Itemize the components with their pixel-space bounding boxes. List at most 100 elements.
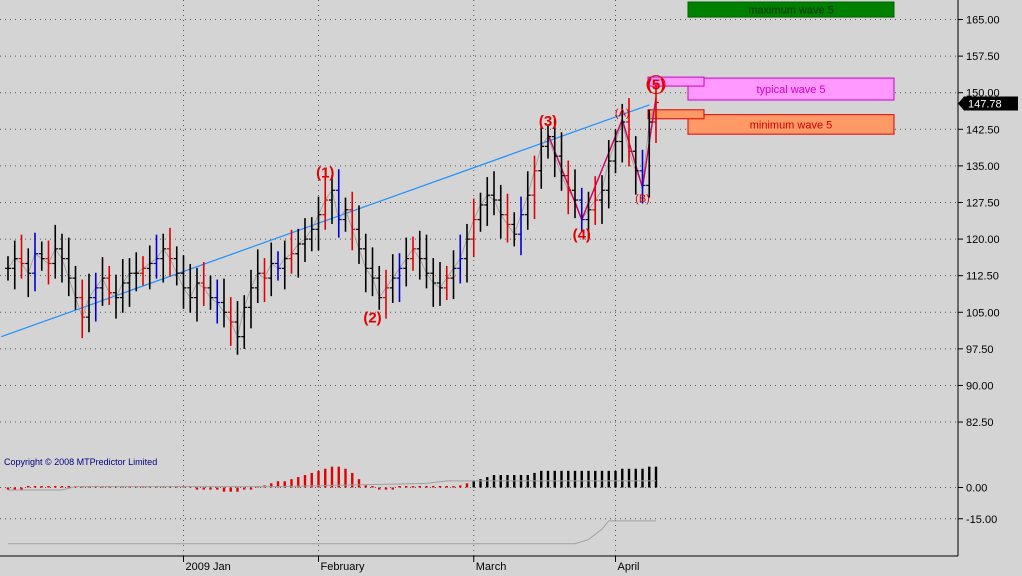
price-bar [214, 279, 221, 324]
price-bar [565, 160, 572, 215]
y-tick-label: -15.00 [966, 514, 997, 526]
indicator-bar [54, 486, 57, 488]
price-bar [383, 269, 389, 319]
price-bar [99, 257, 106, 306]
price-bar [146, 245, 153, 290]
indicator-bar [20, 487, 23, 490]
price-bar [511, 212, 518, 247]
price-bar [308, 217, 315, 252]
indicator-bar [553, 470, 556, 488]
price-bar [531, 155, 538, 220]
indicator-bar [297, 477, 300, 488]
y-tick-label: 97.50 [966, 344, 994, 356]
indicator-bar [600, 470, 604, 488]
price-bar [86, 273, 92, 333]
indicator-bar [479, 479, 482, 488]
price-bar [416, 230, 423, 280]
indicator-bar [445, 486, 448, 488]
indicator-bar [60, 486, 64, 488]
indicator-bar [452, 486, 455, 488]
indicator-bar [486, 477, 489, 488]
price-bar [551, 118, 558, 178]
price-bar [491, 171, 497, 216]
wave-label: (1) [316, 164, 334, 181]
y-tick-label: 82.50 [966, 417, 994, 429]
indicator-bar [290, 479, 293, 488]
copyright-text: Copyright © 2008 MTPredictor Limited [4, 457, 157, 467]
y-tick-label: 120.00 [966, 234, 1000, 246]
price-bar [504, 193, 511, 243]
price-bar [261, 258, 268, 303]
x-tick-label: April [618, 561, 640, 573]
indicator-bar [418, 486, 421, 488]
price-bar [578, 187, 585, 232]
indicator-bar [236, 487, 239, 492]
indicator-bar [209, 487, 212, 490]
indicator-bar [634, 468, 637, 488]
price-bar [65, 237, 72, 297]
target-box-label: maximum wave 5 [748, 5, 834, 17]
indicator-bar [384, 487, 388, 490]
price-bar [518, 196, 524, 256]
price-bar [538, 125, 545, 189]
price-bar [160, 233, 167, 283]
price-bar [173, 246, 180, 286]
price-bar [646, 109, 653, 198]
indicator-bar [560, 470, 563, 488]
price-bar [572, 169, 578, 219]
price-bar [32, 232, 38, 292]
price-bar [443, 265, 450, 301]
indicator-bar [222, 487, 226, 492]
indicator-bar [465, 483, 469, 488]
price-bar [281, 240, 288, 290]
price-bar [612, 129, 619, 174]
price-bar [254, 249, 261, 303]
price-bar [227, 297, 234, 346]
indicator-bar [405, 486, 408, 488]
price-bar [369, 247, 376, 297]
price-bar [167, 227, 173, 277]
price-bar [315, 196, 322, 251]
price-bar [632, 136, 639, 195]
target-box-label: typical wave 5 [756, 84, 825, 96]
wave-label: (5) [647, 77, 665, 94]
price-bar [423, 234, 430, 289]
y-tick-label: 135.00 [966, 161, 1000, 173]
price-bar [329, 175, 335, 224]
price-bar [626, 98, 632, 167]
price-bar [113, 274, 119, 319]
indicator-bar [567, 470, 570, 488]
indicator-bar [276, 481, 280, 488]
y-tick-label: 112.50 [966, 271, 999, 283]
indicator-bar [573, 470, 577, 488]
last-price-label: 147.78 [968, 99, 1002, 111]
price-bar [126, 258, 133, 307]
y-tick-label: 105.00 [966, 307, 1000, 319]
price-bar [524, 171, 531, 230]
indicator-bar [540, 470, 543, 488]
wave-label: (A) [615, 108, 630, 120]
indicator-bar [283, 481, 286, 488]
y-tick-label: 142.50 [966, 124, 1000, 136]
indicator-bar [594, 470, 597, 488]
price-bar [180, 255, 187, 309]
price-bar [342, 197, 349, 232]
price-bar [484, 177, 491, 226]
price-bar [106, 265, 113, 305]
indicator-bar [654, 466, 658, 488]
indicator-bar [411, 486, 415, 488]
indicator-bar [587, 470, 590, 488]
price-bar [133, 252, 140, 292]
indicator-bar [47, 486, 50, 488]
x-tick-label: February [321, 561, 366, 573]
price-bar [52, 224, 59, 279]
price-bar [79, 279, 86, 339]
wave-label: (3) [539, 113, 557, 130]
target-box [687, 114, 895, 135]
price-bar [430, 258, 437, 307]
price-bar [234, 301, 241, 355]
price-bar [396, 253, 403, 303]
price-bar [410, 236, 416, 271]
price-bar [200, 262, 207, 306]
